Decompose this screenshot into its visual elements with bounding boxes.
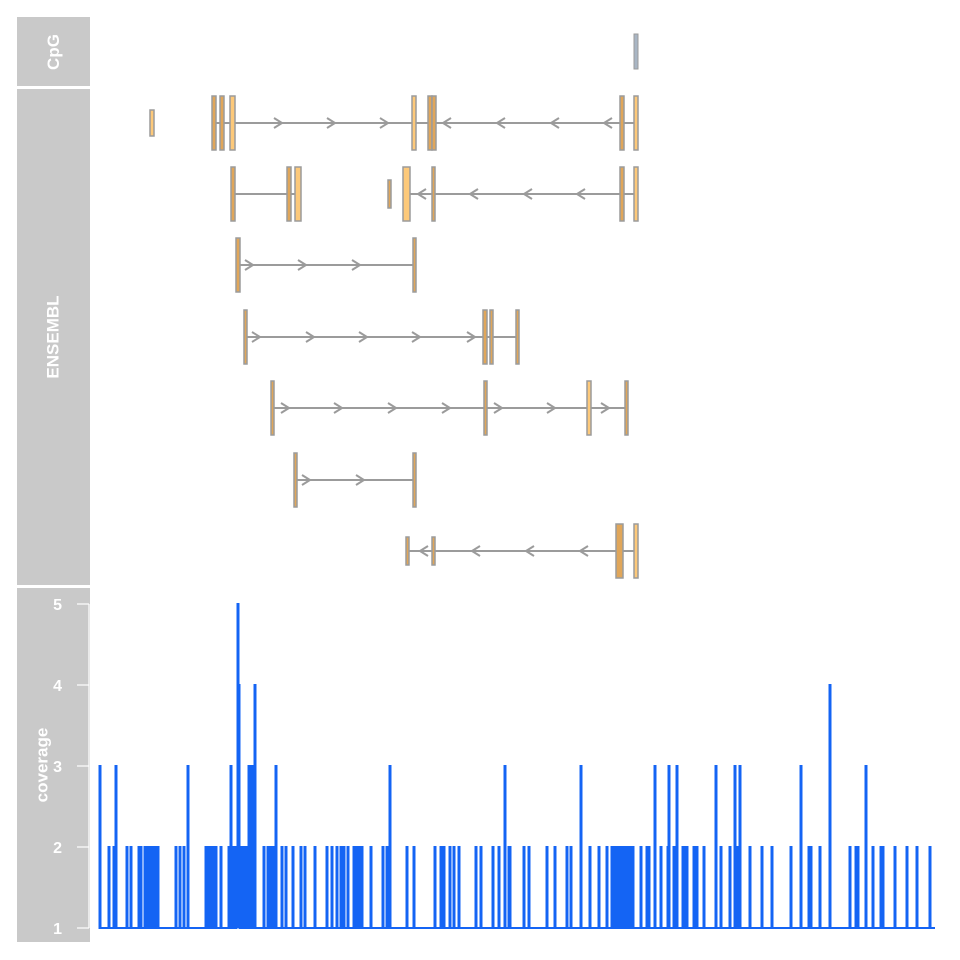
strand-arrow-right-icon	[244, 259, 255, 271]
coverage-plot	[98, 603, 935, 929]
coverage-y-axis: 1 2 3 4 5	[53, 597, 90, 938]
strand-arrow-left-icon	[575, 188, 586, 200]
exon	[230, 166, 236, 222]
strand-arrow-right-icon	[273, 117, 284, 129]
axis-tick-label: 4	[53, 678, 62, 695]
strand-arrow-right-icon	[355, 474, 366, 486]
exon	[412, 237, 417, 293]
transcript	[270, 380, 629, 436]
exon	[402, 166, 411, 222]
exon	[431, 166, 436, 222]
strand-arrow-left-icon	[470, 545, 481, 557]
strand-arrow-right-icon	[305, 331, 316, 343]
strand-arrow-right-icon	[387, 402, 398, 414]
strand-arrow-right-icon	[351, 259, 362, 271]
ensembl-transcript-track	[149, 95, 639, 579]
exon	[431, 536, 436, 566]
exon	[431, 95, 437, 151]
strand-arrow-right-icon	[411, 331, 422, 343]
transcript	[293, 452, 417, 508]
exon	[482, 309, 488, 365]
ensembl-track-label: ENSEMBL	[17, 89, 90, 585]
exon	[229, 95, 236, 151]
strand-arrow-left-icon	[416, 188, 427, 200]
exon	[619, 95, 625, 151]
exon	[633, 95, 639, 151]
exon	[411, 95, 417, 151]
strand-arrow-left-icon	[418, 545, 429, 557]
transcript	[235, 237, 417, 293]
exon	[387, 179, 392, 209]
exon	[235, 237, 241, 293]
exon	[619, 166, 625, 222]
cpg-track-label: CpG	[17, 17, 90, 86]
strand-arrow-left-icon	[468, 188, 479, 200]
cpg-island	[633, 33, 639, 70]
exon	[286, 166, 292, 222]
exon	[412, 452, 417, 508]
strand-arrow-left-icon	[524, 545, 535, 557]
axis-tick-label: 1	[53, 921, 62, 938]
exon	[586, 380, 592, 436]
exon	[149, 109, 155, 137]
strand-arrow-right-icon	[600, 402, 611, 414]
strand-arrow-right-icon	[441, 402, 452, 414]
strand-arrow-right-icon	[466, 331, 477, 343]
strand-arrow-left-icon	[549, 117, 560, 129]
strand-arrow-right-icon	[333, 402, 344, 414]
exon	[243, 309, 248, 365]
strand-arrow-left-icon	[495, 117, 506, 129]
strand-arrow-left-icon	[441, 117, 452, 129]
strand-arrow-right-icon	[251, 331, 262, 343]
exon	[270, 380, 275, 436]
exon	[624, 380, 629, 436]
strand-arrow-right-icon	[301, 474, 312, 486]
exon	[489, 309, 494, 365]
axis-tick-label: 2	[53, 840, 62, 857]
exon	[219, 95, 225, 151]
exon	[294, 166, 302, 222]
strand-arrow-left-icon	[602, 117, 613, 129]
strand-arrow-right-icon	[280, 402, 291, 414]
coverage-line	[98, 603, 935, 929]
exon	[515, 309, 520, 365]
exon	[211, 95, 217, 151]
axis-tick-label: 5	[53, 597, 62, 614]
exon	[633, 523, 639, 579]
transcript	[405, 523, 639, 579]
transcript	[230, 166, 639, 222]
exon	[483, 380, 488, 436]
exon	[615, 523, 624, 579]
exon	[633, 166, 639, 222]
transcript	[149, 95, 639, 151]
strand-arrow-right-icon	[493, 402, 504, 414]
strand-arrow-right-icon	[379, 117, 390, 129]
strand-arrow-right-icon	[297, 259, 308, 271]
transcript	[243, 309, 520, 365]
cpg-island-track	[633, 33, 639, 70]
strand-arrow-right-icon	[358, 331, 369, 343]
exon	[293, 452, 298, 508]
exon	[405, 536, 410, 566]
strand-arrow-left-icon	[578, 545, 589, 557]
strand-arrow-right-icon	[546, 402, 557, 414]
axis-tick-label: 3	[53, 759, 62, 776]
strand-arrow-left-icon	[522, 188, 533, 200]
strand-arrow-right-icon	[326, 117, 337, 129]
coverage-track-label: coverage	[17, 588, 90, 942]
